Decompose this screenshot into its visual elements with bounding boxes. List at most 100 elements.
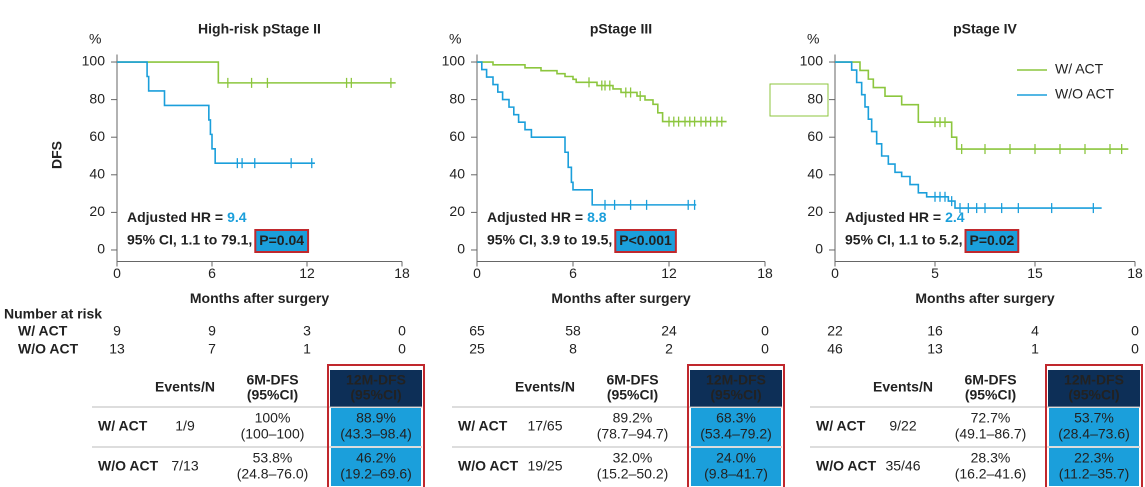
x-tick-label: 6 (569, 265, 577, 281)
table-header: 12M-DFS (706, 372, 766, 388)
table-cell-highlight (691, 408, 781, 446)
at-risk-value: 1 (1031, 341, 1039, 357)
table-cell: 88.9% (356, 410, 396, 426)
table-header: (95%CI) (350, 387, 401, 403)
x-axis-label: Months after surgery (915, 290, 1054, 306)
y-tick-label: 60 (89, 128, 105, 144)
y-tick-label: 20 (807, 203, 823, 219)
table-cell: (15.2–50.2) (597, 466, 669, 482)
at-risk-value: 3 (303, 323, 311, 339)
y-tick-label: 60 (807, 128, 823, 144)
ci-annotation: 95% CI, 1.1 to 79.1, (127, 232, 252, 248)
table-cell: (49.1–86.7) (955, 426, 1027, 442)
y-axis-label: DFS (49, 141, 65, 169)
at-risk-value: 4 (1031, 323, 1039, 339)
hr-annotation: Adjusted HR = 8.8 (487, 209, 607, 225)
at-risk-value: 22 (827, 323, 843, 339)
table-highlight-frame (1045, 364, 1143, 487)
x-tick-label: 12 (661, 265, 677, 281)
y-unit: % (89, 31, 101, 47)
table-cell-highlight (1049, 408, 1139, 446)
y-tick-label: 20 (449, 203, 465, 219)
table-cell: 1/9 (175, 418, 195, 434)
table-cell: 28.3% (971, 450, 1011, 466)
chart-title: High-risk pStage II (198, 21, 321, 37)
table-group: W/ ACT (816, 418, 866, 434)
table-cell-highlight (331, 448, 421, 486)
table-header: 6M-DFS (964, 372, 1016, 388)
x-axis-label: Months after surgery (190, 290, 329, 306)
at-risk-value: 13 (109, 341, 125, 357)
survival-curve (835, 61, 1102, 209)
at-risk-value: 0 (1131, 341, 1139, 357)
y-tick-label: 80 (449, 90, 465, 106)
table-cell: 53.7% (1074, 410, 1114, 426)
table-cell: 22.3% (1074, 450, 1114, 466)
table-group: W/O ACT (458, 458, 519, 474)
p-value-box (964, 229, 1020, 253)
at-risk-value: 9 (208, 323, 216, 339)
hr-label: Adjusted HR = (845, 209, 941, 225)
survival-curve (477, 61, 697, 206)
table-header: Events/N (873, 379, 933, 395)
x-tick-label: 6 (208, 265, 216, 281)
table-header-dark (330, 370, 422, 407)
table-header: (95%CI) (710, 387, 761, 403)
survival-curve (117, 61, 396, 84)
table-header-dark (1048, 370, 1140, 407)
table-header: Events/N (515, 379, 575, 395)
table-group: W/O ACT (98, 458, 159, 474)
y-tick-label: 100 (442, 53, 466, 69)
ci-annotation: 95% CI, 3.9 to 19.5, (487, 232, 612, 248)
y-unit: % (807, 31, 819, 47)
table-cell-highlight (691, 448, 781, 486)
table-header: 12M-DFS (346, 372, 406, 388)
y-unit: % (449, 31, 461, 47)
table-header: Events/N (155, 379, 215, 395)
at-risk-value: 9 (113, 323, 121, 339)
table-cell: (100–100) (241, 426, 305, 442)
table-header: (95%CI) (607, 387, 658, 403)
table-cell: (78.7–94.7) (597, 426, 669, 442)
table-cell: 24.0% (716, 450, 756, 466)
at-risk-value: 8 (569, 341, 577, 357)
at-risk-value: 58 (565, 323, 581, 339)
table-cell: 72.7% (971, 410, 1011, 426)
table-cell: 46.2% (356, 450, 396, 466)
at-risk-value: 13 (927, 341, 943, 357)
y-tick-label: 40 (89, 165, 105, 181)
chart-title: pStage III (590, 21, 652, 37)
at-risk-value: 1 (303, 341, 311, 357)
chart-title: pStage IV (953, 21, 1017, 37)
at-risk-group: W/O ACT (18, 341, 79, 357)
table-cell: (19.2–69.6) (340, 466, 412, 482)
hr-value: 9.4 (227, 209, 247, 225)
y-tick-label: 20 (89, 203, 105, 219)
table-cell: (11.2–35.7) (1059, 466, 1130, 482)
table-cell: (53.4–79.2) (700, 426, 772, 442)
table-group: W/ ACT (458, 418, 508, 434)
y-tick-label: 40 (807, 165, 823, 181)
table-header: (95%CI) (1068, 387, 1119, 403)
x-tick-label: 0 (831, 265, 839, 281)
y-tick-label: 40 (449, 165, 465, 181)
y-tick-label: 100 (800, 53, 824, 69)
table-cell: 35/46 (885, 458, 920, 474)
table-header: (95%CI) (247, 387, 298, 403)
y-tick-label: 100 (82, 53, 106, 69)
survival-curve (117, 61, 315, 164)
x-tick-label: 18 (757, 265, 773, 281)
y-tick-label: 80 (89, 90, 105, 106)
table-cell-highlight (1049, 448, 1139, 486)
ci-annotation: 95% CI, 1.1 to 5.2, (845, 232, 963, 248)
at-risk-title: Number at risk (4, 306, 102, 322)
x-tick-label: 15 (1027, 265, 1043, 281)
table-cell-highlight (331, 408, 421, 446)
hr-annotation: Adjusted HR = 9.4 (127, 209, 247, 225)
y-tick-label: 80 (807, 90, 823, 106)
table-cell: (16.2–41.6) (955, 466, 1027, 482)
at-risk-value: 0 (761, 341, 769, 357)
p-value-box (254, 229, 310, 253)
